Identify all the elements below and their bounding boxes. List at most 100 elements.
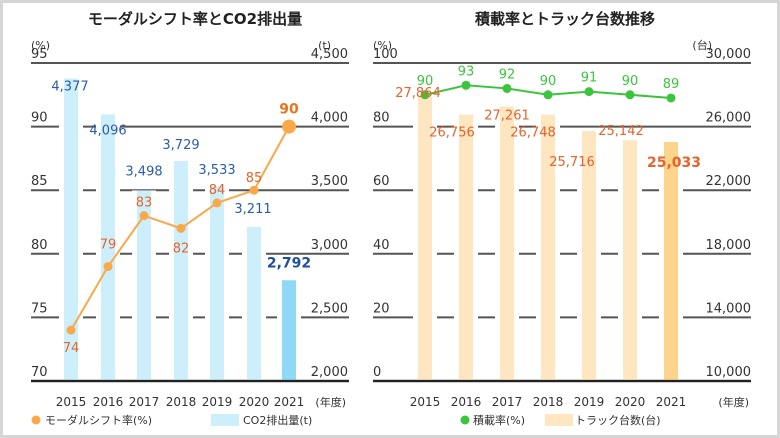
line-point-2015 [420,90,430,100]
right-tick-label: 4,500 [311,47,348,62]
legend-line-marker [31,415,41,425]
left-tick-label: 20 [373,301,390,316]
x-tick-label: 2015 [410,395,441,409]
bar-2020 [247,226,261,380]
bar-2016 [101,114,115,381]
right-tick-label: 18,000 [706,238,752,253]
x-tick-label: 2019 [202,395,233,409]
left-tick-label: 80 [31,238,48,253]
x-tick-label: 2020 [615,395,646,409]
bar-data-label: 25,033 [647,155,701,171]
left-tick-label: 85 [31,174,48,189]
line-point-2021 [666,93,676,103]
x-tick-label: 2019 [574,395,605,409]
bar-2017 [137,190,151,380]
right-axis-unit: (t) [318,39,331,52]
line-data-label: 84 [209,183,226,198]
bar-2017 [500,106,514,380]
line-point-2019 [212,198,222,208]
x-tick-label: 2020 [239,395,270,409]
legend-bar-label: トラック台数(台) [575,413,661,427]
x-tick-label: 2017 [492,395,523,409]
line-point-2021 [282,119,296,134]
bar-2018 [174,161,188,380]
x-axis-unit: (年度) [315,395,346,409]
line-data-label: 90 [540,74,557,89]
bar-data-label: 27,864 [395,86,441,101]
left-tick-label: 100 [373,47,398,62]
line-data-label: 79 [100,238,117,253]
line-point-2018 [543,90,553,100]
line-data-label: 90 [279,102,299,118]
line-data-label: 89 [663,77,680,92]
x-tick-label: 2018 [166,395,197,409]
x-tick-label: 2021 [274,395,305,409]
line-data-label: 82 [173,241,190,256]
line-data-label: 90 [622,74,639,89]
right-tick-label: 2,000 [311,365,348,380]
x-tick-label: 2015 [56,395,87,409]
bar-2015 [418,96,432,380]
left-tick-label: 80 [373,111,390,126]
bar-2021 [664,141,678,380]
right-tick-label: 26,000 [706,111,752,126]
x-tick-label: 2021 [656,395,687,409]
line-point-2016 [461,80,471,90]
line-point-2016 [103,262,113,272]
line-point-2020 [249,185,259,195]
left-tick-label: 40 [373,238,390,253]
right-tick-label: 22,000 [706,174,752,189]
bar-2019 [210,186,224,380]
x-tick-label: 2016 [451,395,482,409]
bar-data-label: 4,377 [51,80,88,95]
chart-2: 積載率とトラック台数推移 (%) (台) 0 10,000 20 14,000 40 18,00… [373,10,751,427]
bar-data-label: 27,261 [484,109,530,124]
bar-data-label: 25,716 [549,155,595,170]
legend-line-label: 積載率(%) [473,413,525,427]
legend-line-label: モーダルシフト率(%) [45,413,152,427]
bar-2016 [459,114,473,381]
left-tick-label: 95 [31,47,48,62]
bar-data-label: 3,211 [234,202,271,217]
right-tick-label: 3,500 [311,174,348,189]
right-tick-label: 3,000 [311,238,348,253]
line-data-label: 85 [246,171,263,186]
legend-bar-swatch [545,414,573,426]
right-tick-label: 14,000 [706,301,752,316]
left-axis-unit: (%) [373,39,392,52]
bar-2021 [282,280,296,380]
chart-1: モーダルシフト率とCO2排出量 (%) (t) 70 2,000 75 2,500 80 3,0… [31,10,349,427]
bar-2018 [541,114,555,381]
right-tick-label: 30,000 [706,47,752,62]
right-axis-unit: (台) [692,38,712,52]
bar-data-label: 3,533 [198,163,235,178]
line-data-label: 92 [499,67,516,82]
bar-data-label: 26,748 [510,126,556,141]
legend-bar-label: CO2排出量(t) [243,413,312,427]
legend-line-marker [460,415,470,425]
x-axis-unit: (年度) [718,395,749,409]
bar-data-label: 2,792 [267,255,311,271]
x-tick-label: 2018 [533,395,564,409]
line-point-2019 [584,87,594,97]
bar-data-label: 4,096 [89,123,126,138]
bar-data-label: 3,729 [162,138,199,153]
left-tick-label: 70 [31,365,48,380]
line-point-2017 [139,211,149,221]
bar-2020 [623,140,637,380]
line-data-label: 90 [417,74,434,89]
bar-data-label: 25,142 [598,124,644,139]
line-point-2015 [66,325,76,335]
right-tick-label: 2,500 [311,301,348,316]
line-data-label: 93 [458,64,475,79]
legend-bar-swatch [211,414,239,426]
x-tick-label: 2017 [129,395,160,409]
x-tick-label: 2016 [93,395,124,409]
right-tick-label: 10,000 [706,365,752,380]
line-point-2020 [625,90,635,100]
bar-data-label: 3,498 [125,164,162,179]
left-tick-label: 60 [373,174,390,189]
line-point-2017 [502,83,512,93]
